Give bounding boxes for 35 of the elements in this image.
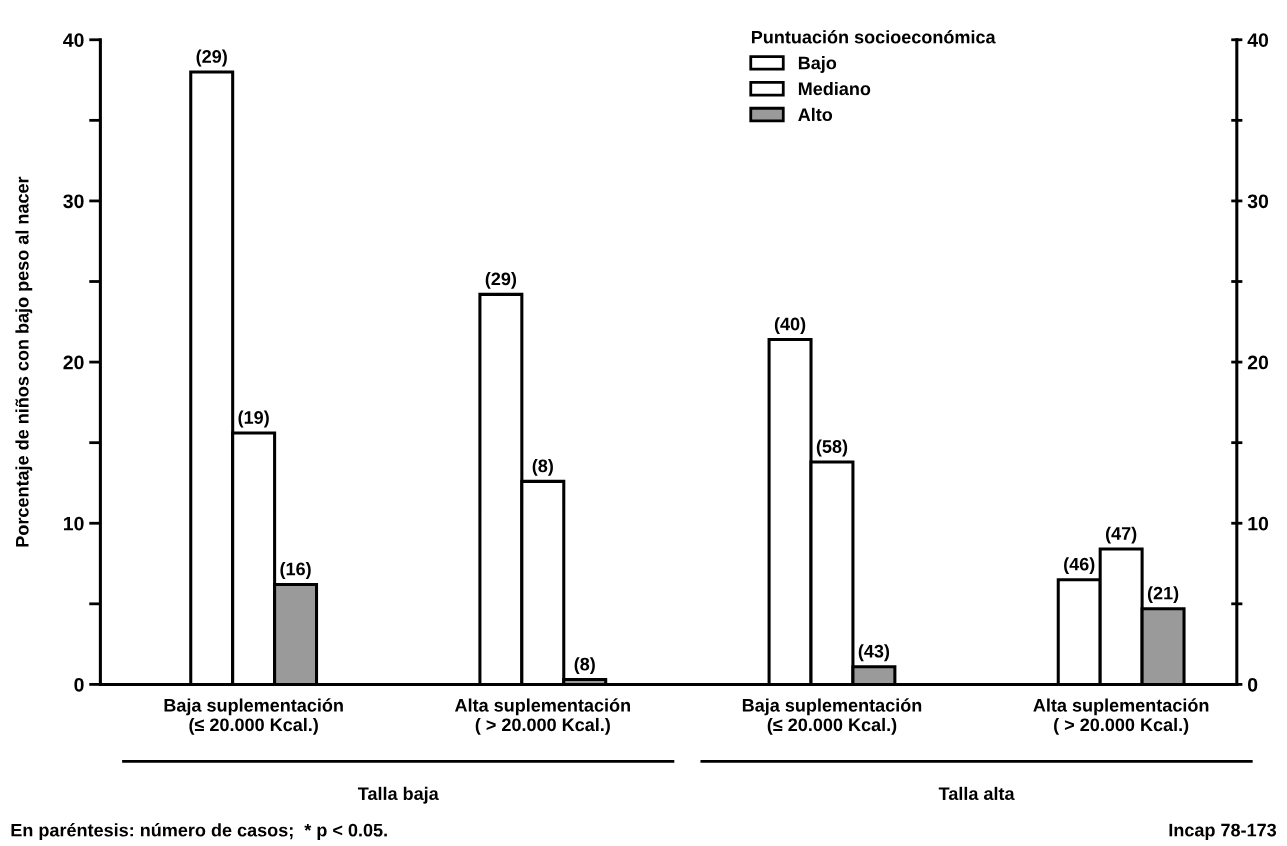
x-tick-label: Alta suplementación ( > 20.000 Kcal.) [454, 698, 630, 735]
y2-tick-label: 10 [1248, 516, 1269, 531]
y-tick-label: 20 [63, 355, 84, 370]
x-tick-label: Baja suplementación (≤ 20.000 Kcal.) [164, 698, 343, 735]
text: Talla baja [357, 786, 439, 804]
y2-tick-label: 20 [1247, 355, 1269, 370]
y-tick-label: 30 [63, 194, 84, 209]
annotation: (40) [774, 317, 806, 334]
legend-label: Alto [798, 107, 833, 122]
annotation: (8) [574, 657, 595, 675]
y-tick-label: 0 [74, 677, 84, 692]
y-axis-title: Porcentaje de niños con bajo peso al nacer [15, 176, 33, 547]
annotation: (43) [858, 644, 890, 662]
annotation: (47) [1105, 526, 1137, 544]
y2-tick-label: 40 [1247, 33, 1269, 47]
legend-label: Mediano [798, 81, 871, 96]
annotation: (16) [280, 562, 311, 579]
text: Incap 78-173 [1169, 823, 1277, 841]
annotation: (58) [816, 439, 848, 457]
y2-tick-label: 30 [1247, 194, 1269, 209]
x-tick-label: Baja suplementación (≤ 20.000 Kcal.) [742, 698, 922, 735]
y-tick-label: 40 [63, 33, 84, 47]
legend-label: Bajo [798, 56, 837, 73]
annotation: (8) [532, 458, 553, 476]
legend-title: Puntuación socioeconómica [751, 30, 996, 44]
annotation: (21) [1147, 586, 1179, 604]
text: En paréntesis: número de casos; * p < 0.05. [11, 823, 387, 841]
y-tick-label: 10 [64, 516, 84, 531]
text: Talla alta [938, 786, 1015, 801]
annotation: (46) [1064, 557, 1095, 575]
annotation: (19) [238, 410, 269, 428]
annotation: (29) [485, 272, 517, 289]
y2-tick-label: 0 [1247, 677, 1258, 692]
annotation: (29) [196, 49, 227, 67]
x-tick-label: Alta suplementación ( > 20.000 Kcal.) [1033, 698, 1209, 735]
